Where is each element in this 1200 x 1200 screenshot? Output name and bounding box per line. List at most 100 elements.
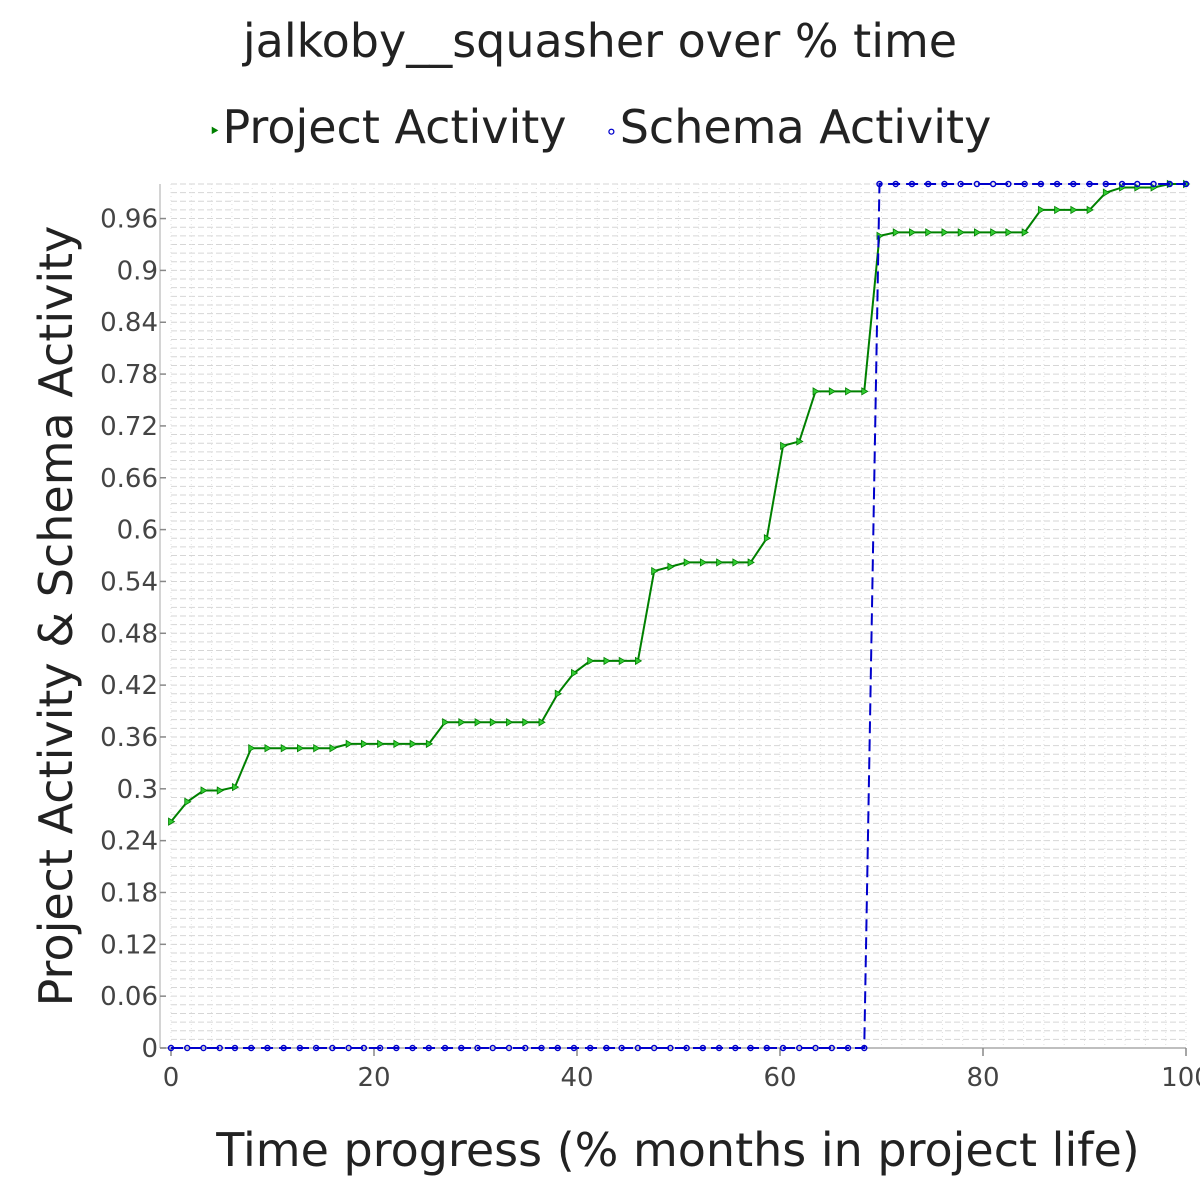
- data-point: [763, 534, 772, 543]
- data-point: [796, 437, 804, 446]
- data-point: [489, 1044, 497, 1052]
- data-point: [860, 1044, 868, 1052]
- x-axis-title: Time progress (% months in project life): [215, 1123, 1139, 1177]
- data-point: [683, 1044, 690, 1052]
- data-point: [812, 387, 820, 396]
- data-point: [957, 228, 965, 237]
- data-point: [780, 441, 788, 450]
- data-point: [571, 668, 579, 678]
- data-point: [264, 1044, 271, 1052]
- data-point: [538, 718, 546, 727]
- data-point: [393, 739, 401, 749]
- data-point: [297, 743, 305, 753]
- data-point: [376, 1044, 384, 1052]
- y-tick-label: 0.42: [100, 671, 158, 701]
- data-point: [634, 1044, 642, 1052]
- x-tick-label: 80: [966, 1063, 999, 1093]
- y-tick-label: 0.18: [100, 878, 158, 908]
- data-point: [1102, 180, 1110, 188]
- grid: [170, 183, 1187, 1049]
- data-point: [296, 1044, 304, 1052]
- data-point: [538, 1044, 545, 1052]
- data-point: [667, 562, 675, 571]
- data-point: [458, 1044, 465, 1052]
- data-point: [345, 739, 353, 749]
- data-point: [844, 1044, 852, 1052]
- data-point: [360, 739, 369, 749]
- data-point: [1150, 180, 1157, 188]
- legend: ‣Project Activity ∘Schema Activity: [0, 100, 1200, 154]
- data-point: [1182, 180, 1190, 188]
- y-tick-label: 0.48: [100, 619, 158, 649]
- data-point: [554, 1044, 561, 1052]
- data-point: [941, 180, 948, 188]
- y-axis-title: Project Activity & Schema Activity: [29, 226, 83, 1007]
- legend-item-project-activity: ‣Project Activity: [209, 100, 567, 154]
- data-point: [732, 1044, 739, 1052]
- data-point: [522, 718, 530, 727]
- axes: 0 0.06 0.12 0.18 0.24 0.3 0.36 0.42 0.48 0.54 0.6 0…: [100, 184, 1200, 1093]
- data-point: [489, 718, 498, 727]
- data-point: [699, 1044, 707, 1052]
- y-tick-label: 0.36: [100, 723, 158, 753]
- data-point: [360, 1044, 368, 1052]
- data-point: [876, 180, 883, 188]
- data-point: [409, 739, 417, 749]
- data-point: [1037, 205, 1046, 215]
- data-point: [650, 1044, 658, 1052]
- data-point: [974, 228, 982, 237]
- legend-label: Project Activity: [222, 100, 567, 154]
- legend-label: Schema Activity: [619, 100, 992, 154]
- data-point: [828, 1044, 836, 1052]
- data-point: [667, 1044, 674, 1052]
- data-point: [1037, 180, 1045, 188]
- data-point: [313, 743, 321, 753]
- data-point: [377, 739, 385, 749]
- data-point: [345, 1044, 352, 1052]
- circle-marker-icon: ∘: [605, 118, 618, 143]
- data-point: [474, 718, 482, 727]
- data-point: [779, 1044, 787, 1052]
- x-tick-label: 20: [357, 1063, 390, 1093]
- data-point: [941, 228, 949, 237]
- data-point: [586, 1044, 594, 1052]
- y-tick-label: 0.66: [100, 464, 158, 494]
- data-point: [1134, 180, 1141, 188]
- data-point: [232, 782, 240, 792]
- data-point: [1086, 205, 1094, 215]
- series-line: [171, 183, 1186, 1049]
- data-point: [635, 656, 643, 666]
- data-point: [603, 1044, 610, 1052]
- data-point: [1118, 180, 1126, 188]
- data-point: [409, 1044, 416, 1052]
- y-tick-label: 0.9: [117, 256, 158, 286]
- data-point: [587, 656, 595, 666]
- data-point: [312, 1044, 320, 1052]
- data-point: [247, 1044, 255, 1052]
- data-point: [683, 558, 691, 567]
- x-tick-label: 100: [1161, 1063, 1200, 1093]
- y-tick-label: 0.12: [100, 930, 158, 960]
- y-tick-label: 0.96: [100, 205, 158, 235]
- y-tick-label: 0.3: [117, 775, 158, 805]
- chart-title: jalkoby__squasher over % time: [242, 14, 958, 68]
- data-point: [1005, 228, 1013, 237]
- data-point: [892, 180, 899, 188]
- data-point: [554, 689, 563, 698]
- data-point: [861, 387, 869, 396]
- data-point: [216, 786, 225, 795]
- data-point: [168, 817, 176, 826]
- data-point: [264, 743, 272, 753]
- data-point: [248, 743, 256, 753]
- data-point: [989, 180, 997, 188]
- y-tick-label: 0: [141, 1034, 158, 1064]
- data-point: [651, 566, 659, 576]
- y-tick-label: 0.84: [100, 308, 158, 338]
- y-tick-label: 0.6: [117, 516, 158, 546]
- triangle-marker-icon: ‣: [208, 118, 221, 143]
- data-point: [474, 1044, 481, 1052]
- data-point: [231, 1044, 239, 1052]
- data-point: [1070, 180, 1077, 188]
- data-point: [329, 1044, 336, 1052]
- data-point: [521, 1044, 529, 1052]
